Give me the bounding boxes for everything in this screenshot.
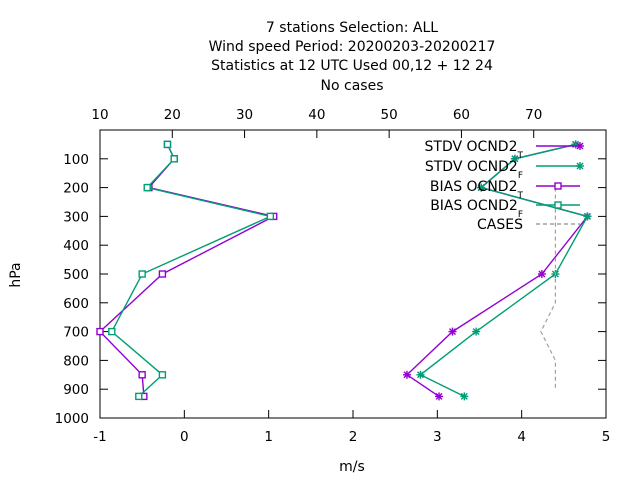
- data-point: [477, 183, 486, 192]
- y-tick-label: 900: [63, 382, 89, 398]
- y-tick-label: 500: [63, 267, 89, 283]
- x-tick-label: 4: [517, 429, 526, 445]
- x-tick-label: 2: [349, 429, 358, 445]
- x2-axis: 10 20 30 40 50 60 70: [91, 107, 607, 138]
- title-line-3: Statistics at 12 UTC Used 00,12 + 12 24: [211, 58, 493, 74]
- series-line: [419, 143, 589, 398]
- data-point: [143, 183, 151, 192]
- x-axis-label: m/s: [339, 459, 365, 475]
- legend-subscript: F: [518, 210, 523, 220]
- legend-marker: [554, 201, 562, 209]
- data-point: [537, 270, 546, 278]
- data-point: [472, 327, 481, 336]
- legend-subscript: F: [518, 171, 523, 181]
- y-axis: 100 200 300 400 500 600 700 800 900 1000: [55, 152, 606, 427]
- x-tick-label: -1: [93, 429, 106, 445]
- legend-label: STDV OCND2F: [425, 159, 523, 181]
- x2-tick-label: 20: [164, 107, 181, 123]
- data-point: [416, 370, 425, 379]
- data-point: [138, 371, 146, 379]
- legend-entry: CASES: [477, 217, 580, 233]
- data-point: [96, 327, 104, 336]
- data-point: [266, 212, 275, 221]
- data-point: [460, 392, 469, 401]
- data-point: [510, 154, 519, 163]
- legend-label: STDV OCND2T: [425, 139, 524, 161]
- x2-tick-label: 60: [453, 107, 470, 123]
- series-3: [96, 140, 278, 401]
- y-tick-label: 400: [63, 238, 89, 254]
- data-point: [138, 270, 146, 278]
- legend-label: CASES: [477, 217, 523, 233]
- title-line-1: 7 stations Selection: ALL: [266, 20, 438, 36]
- data-point: [108, 327, 116, 336]
- chart-title: 7 stations Selection: ALL Wind speed Per…: [209, 20, 496, 94]
- legend-marker: [576, 162, 584, 170]
- legend-entry: STDV OCND2F: [425, 159, 584, 181]
- data-point: [448, 327, 457, 336]
- data-point: [435, 392, 444, 401]
- x2-tick-label: 40: [308, 107, 325, 123]
- series-line: [110, 144, 273, 397]
- series-4: [108, 140, 275, 401]
- title-line-2: Wind speed Period: 20200203-20200217: [209, 39, 496, 55]
- legend-entry: STDV OCND2T: [425, 139, 584, 161]
- plot-frame: [99, 129, 607, 419]
- y-tick-label: 600: [63, 296, 89, 312]
- legend-subscript: T: [517, 151, 524, 161]
- x-tick-label: 5: [602, 429, 611, 445]
- legend-subscript: T: [517, 191, 524, 201]
- data-point: [135, 392, 143, 401]
- title-line-4: No cases: [321, 78, 384, 94]
- legend-marker: [554, 182, 562, 190]
- data-point: [170, 155, 178, 163]
- series-line: [98, 144, 276, 397]
- x2-tick-label: 50: [381, 107, 398, 123]
- x-tick-label: 3: [433, 429, 442, 445]
- y-tick-label: 100: [63, 152, 89, 168]
- data-point: [583, 212, 592, 221]
- y-tick-label: 200: [63, 181, 89, 197]
- x-tick-label: 1: [264, 429, 273, 445]
- y-tick-label: 800: [63, 353, 89, 369]
- y-tick-label: 300: [63, 209, 89, 225]
- x-tick-label: 0: [180, 429, 189, 445]
- data-point: [402, 370, 411, 379]
- x2-tick-label: 10: [91, 107, 108, 123]
- data-point: [158, 270, 167, 278]
- y-tick-label: 700: [63, 325, 89, 341]
- x-axis: -1 0 1 2 3 4 5: [93, 410, 610, 445]
- legend-marker: [576, 142, 584, 150]
- series-5: [540, 187, 557, 390]
- x2-tick-label: 30: [236, 107, 253, 123]
- y-axis-label: hPa: [8, 262, 24, 287]
- data-point: [158, 371, 167, 379]
- y-tick-label: 1000: [55, 411, 89, 427]
- series-line: [540, 187, 557, 390]
- x2-tick-label: 70: [525, 107, 542, 123]
- data-point: [163, 140, 172, 149]
